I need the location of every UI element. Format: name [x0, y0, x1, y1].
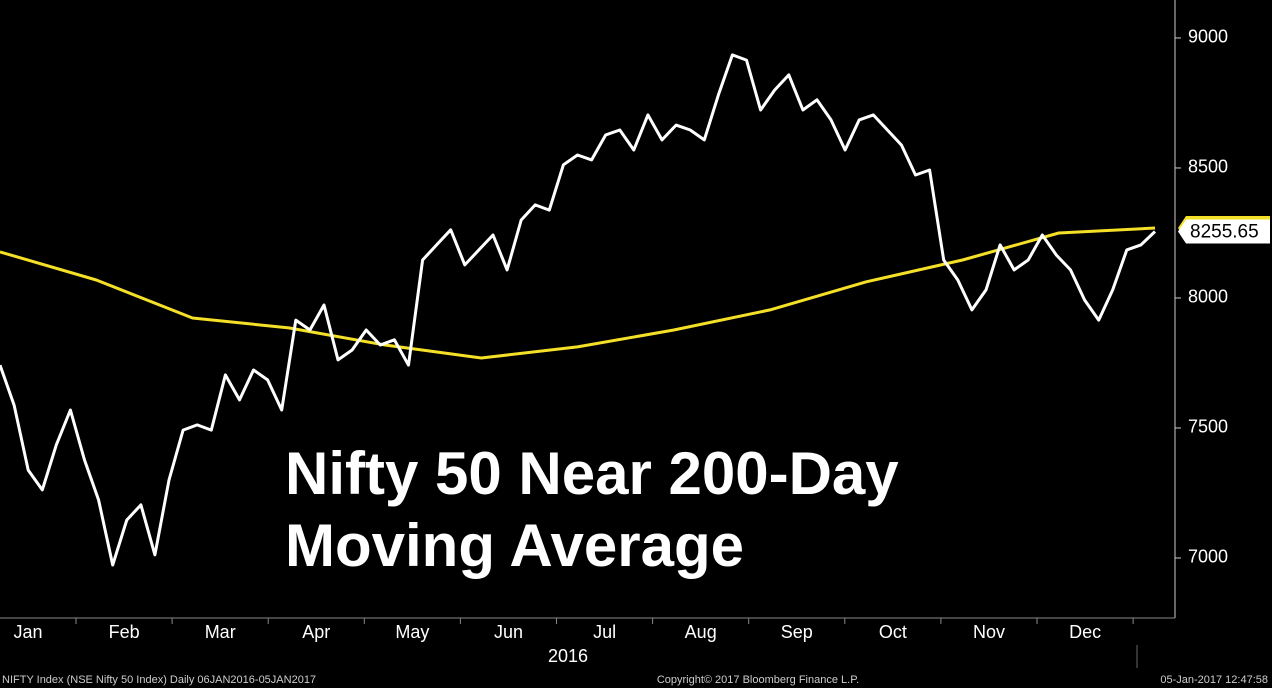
x-tick-label: Jun — [494, 622, 523, 642]
x-tick-label: Jan — [13, 622, 42, 642]
x-tick-label: Aug — [685, 622, 717, 642]
y-tick-label: 7500 — [1188, 417, 1228, 437]
line-series — [0, 53, 1157, 567]
x-tick-label: Sep — [781, 622, 813, 642]
last-value-tag — [1178, 219, 1270, 244]
annotation: Moving Average — [285, 512, 744, 579]
x-tick-label: Apr — [302, 622, 330, 642]
x-tick-label: Feb — [109, 622, 140, 642]
plot — [0, 53, 1157, 567]
x-tick-label: Mar — [205, 622, 236, 642]
x-tick-label: Nov — [973, 622, 1005, 642]
footer: NIFTY Index (NSE Nifty 50 Index) Daily 0… — [2, 674, 316, 686]
annotation: Nifty 50 Near 200-Day — [285, 440, 899, 507]
footer: 05-Jan-2017 12:47:58 — [1160, 674, 1268, 686]
year-label: 2016 — [548, 646, 588, 666]
x-tick-label: Jul — [593, 622, 616, 642]
line-series — [0, 226, 1156, 360]
y-tick-label: 7000 — [1188, 547, 1228, 567]
last-value-label: 8255.65 — [1190, 222, 1259, 243]
x-tick-label: Dec — [1069, 622, 1101, 642]
y-tick-label: 9000 — [1188, 27, 1228, 47]
y-tick-label: 8000 — [1188, 287, 1228, 307]
x-tick-label: May — [395, 622, 429, 642]
y-tick-label: 8500 — [1188, 157, 1228, 177]
x-tick-label: Oct — [879, 622, 907, 642]
footer: Copyright© 2017 Bloomberg Finance L.P. — [657, 674, 859, 686]
